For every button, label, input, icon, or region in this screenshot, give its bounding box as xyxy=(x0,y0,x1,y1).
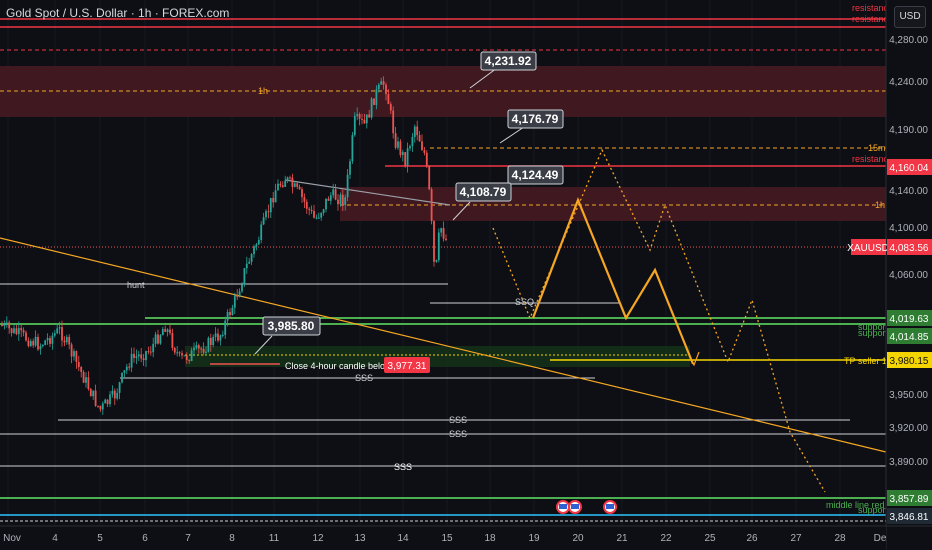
price-tag-support-2 xyxy=(887,328,932,344)
svg-text:3,857.89: 3,857.89 xyxy=(890,494,929,505)
time-tick: 5 xyxy=(97,533,103,544)
label-hunt: hunt xyxy=(127,280,145,290)
svg-text:3,846.81: 3,846.81 xyxy=(890,512,929,523)
label-support-bottom: support xyxy=(858,505,889,515)
label-resistance-top-2: resistance xyxy=(852,14,893,24)
callout-text: 4,176.79 xyxy=(512,112,559,126)
close-price-text: 3,977.31 xyxy=(388,361,427,372)
label-sss-3: SSS xyxy=(449,429,467,439)
price-tick: 3,950.00 xyxy=(889,390,928,401)
time-tick: 25 xyxy=(704,533,716,544)
chart-title: Gold Spot / U.S. Dollar · 1h · FOREX.com xyxy=(6,6,230,20)
time-tick: 27 xyxy=(790,533,802,544)
label-support-2: support xyxy=(858,328,889,338)
svg-text:XAUUSD: XAUUSD xyxy=(847,243,889,254)
price-tick: 4,100.00 xyxy=(889,223,928,234)
projection-path-dotted-1 xyxy=(492,148,826,493)
price-tag-current xyxy=(887,239,932,255)
candlesticks xyxy=(1,76,447,415)
time-tick: 19 xyxy=(528,533,540,544)
close-candle-text: Close 4-hour candle below xyxy=(285,361,392,371)
price-tick: 4,060.00 xyxy=(889,270,928,281)
price-axis[interactable]: 4,280.00 4,240.00 4,190.00 4,140.00 4,10… xyxy=(889,35,928,468)
svg-text:4,160.04: 4,160.04 xyxy=(890,163,929,174)
price-tick: 4,140.00 xyxy=(889,186,928,197)
label-sss-2: SSS xyxy=(449,415,467,425)
callout-4231[interactable]: 4,231.92 xyxy=(469,51,537,89)
time-tick: 14 xyxy=(397,533,409,544)
label-sss-4: SSS xyxy=(394,462,412,472)
price-tag-tp xyxy=(887,352,932,368)
time-tick: 13 xyxy=(354,533,366,544)
price-tick: 3,920.00 xyxy=(889,423,928,434)
time-tick: 18 xyxy=(484,533,496,544)
time-tick: 21 xyxy=(616,533,628,544)
label-resistance-top-1: resistance xyxy=(852,3,893,13)
price-tick: 4,280.00 xyxy=(889,35,928,46)
svg-text:4,014.85: 4,014.85 xyxy=(890,332,929,343)
flag-icon[interactable] xyxy=(556,500,570,514)
label-support-1: support xyxy=(858,322,889,332)
currency-button[interactable]: USD xyxy=(894,6,926,28)
callout-4108[interactable]: 4,108.79 xyxy=(452,182,512,221)
callout-4124[interactable]: 4,124.49 xyxy=(507,165,564,185)
label-resistance-mid: resistance xyxy=(852,154,893,164)
label-sss-1: SSS xyxy=(355,373,373,383)
grey-trendline xyxy=(284,179,451,206)
time-tick: 7 xyxy=(185,533,191,544)
close-price-tag xyxy=(384,357,430,373)
svg-text:4,083.56: 4,083.56 xyxy=(890,243,929,254)
time-tick: 12 xyxy=(312,533,324,544)
label-1h-right: 1h xyxy=(875,200,885,210)
projection-path-solid xyxy=(531,196,695,365)
callout-4176[interactable]: 4,176.79 xyxy=(499,109,564,144)
svg-text:4,019.63: 4,019.63 xyxy=(890,314,929,325)
price-tag-bottom-1 xyxy=(887,490,932,506)
time-tick: 8 xyxy=(229,533,235,544)
price-tag-bottom-2 xyxy=(887,508,932,524)
time-tick: 26 xyxy=(746,533,758,544)
callout-text: 4,124.49 xyxy=(512,168,559,182)
label-1h-top: 1h xyxy=(258,86,268,96)
callout-3985[interactable]: 3,985.80 xyxy=(254,316,321,355)
time-tick: 22 xyxy=(660,533,672,544)
price-tick: 4,240.00 xyxy=(889,77,928,88)
callout-text: 3,985.80 xyxy=(268,319,315,333)
price-tag-resistance xyxy=(887,159,932,175)
price-tag-symbol xyxy=(851,239,886,255)
time-tick: 11 xyxy=(269,533,280,544)
flag-icon[interactable] xyxy=(568,500,582,514)
descending-trendline xyxy=(0,237,887,453)
time-tick: De xyxy=(874,533,887,544)
svg-text:3,980.15: 3,980.15 xyxy=(890,356,929,367)
price-tick: 4,190.00 xyxy=(889,125,928,136)
price-tick: 3,890.00 xyxy=(889,457,928,468)
flag-icon[interactable] xyxy=(603,500,617,514)
resistance-zone-mid xyxy=(340,187,886,221)
time-tick: 20 xyxy=(572,533,584,544)
time-tick: Nov xyxy=(3,533,21,544)
time-tick: 15 xyxy=(441,533,453,544)
time-tick: 6 xyxy=(142,533,148,544)
callout-text: 4,231.92 xyxy=(485,54,532,68)
label-middle-line: middle line red 4h xyxy=(826,500,897,510)
time-tick: 28 xyxy=(834,533,846,544)
price-tag-support-1 xyxy=(887,310,932,326)
callout-text: 4,108.79 xyxy=(460,185,507,199)
label-tp-seller: TP seller 1h xyxy=(844,356,892,366)
label-15m: 15m xyxy=(868,143,886,153)
support-zone xyxy=(185,346,690,367)
label-ssq: SSQ xyxy=(515,297,534,307)
time-tick: 4 xyxy=(52,533,58,544)
time-axis[interactable]: Nov 4 5 6 7 8 11 12 13 14 15 18 19 20 21 22 25 26 27 28 De xyxy=(3,533,887,544)
